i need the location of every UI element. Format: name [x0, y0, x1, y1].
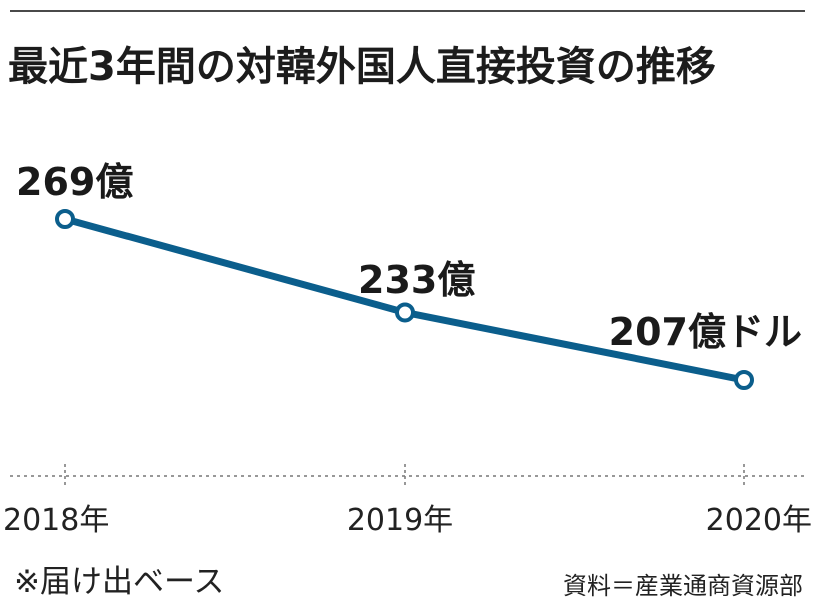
data-label: 233億: [358, 258, 475, 302]
x-tick-label: 2020年: [706, 503, 812, 538]
top-rule: [10, 10, 805, 12]
x-tick-label: 2018年: [3, 503, 109, 538]
x-tick-label: 2019年: [347, 503, 453, 538]
data-label: 207億ドル: [609, 310, 802, 354]
data-point: [55, 209, 75, 229]
footnote: ※届け出ベース: [14, 564, 225, 600]
data-label: 269億: [16, 160, 133, 204]
data-point: [734, 370, 754, 390]
data-point: [395, 302, 415, 323]
chart-title: 最近3年間の対韓外国人直接投資の推移: [8, 44, 716, 90]
source-credit: 資料＝産業通商資源部: [563, 572, 803, 600]
